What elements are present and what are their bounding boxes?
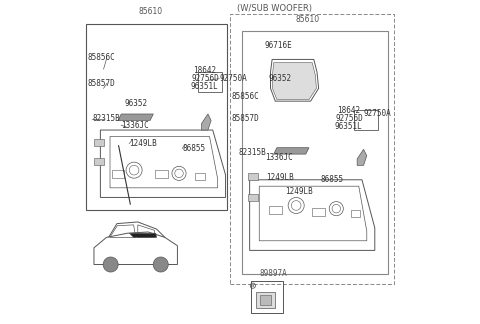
Polygon shape — [130, 233, 156, 237]
Text: 96716E: 96716E — [264, 41, 292, 51]
Text: 85610: 85610 — [295, 15, 320, 24]
Text: 96352: 96352 — [269, 74, 292, 83]
Text: 92756D: 92756D — [192, 74, 220, 83]
Circle shape — [103, 257, 118, 272]
Text: a: a — [251, 283, 254, 288]
Bar — [112, 170, 124, 178]
Bar — [248, 193, 258, 201]
Bar — [94, 158, 104, 165]
Text: 92756D: 92756D — [336, 114, 363, 123]
Bar — [195, 173, 204, 180]
Bar — [269, 206, 282, 214]
Text: 96352: 96352 — [124, 99, 147, 108]
Text: 1249LB: 1249LB — [265, 173, 293, 182]
Text: 85610: 85610 — [138, 7, 162, 16]
Text: 92750A: 92750A — [363, 110, 391, 119]
Text: 96351L: 96351L — [191, 82, 219, 91]
Bar — [94, 139, 104, 146]
Text: 89897A: 89897A — [259, 269, 287, 278]
Bar — [351, 210, 360, 217]
Text: 85857D: 85857D — [88, 79, 116, 88]
Text: 85856C: 85856C — [88, 53, 116, 62]
Text: 1336JC: 1336JC — [121, 121, 149, 130]
Text: (W/SUB WOOFER): (W/SUB WOOFER) — [237, 4, 312, 13]
Polygon shape — [202, 114, 211, 130]
Text: 85856C: 85856C — [232, 92, 260, 101]
Text: 86855: 86855 — [320, 175, 343, 184]
Text: 82315B: 82315B — [239, 148, 266, 157]
Bar — [155, 170, 168, 178]
Text: 85857D: 85857D — [232, 114, 260, 123]
Polygon shape — [274, 148, 309, 154]
Polygon shape — [273, 63, 316, 99]
Text: 86855: 86855 — [182, 144, 205, 153]
Bar — [312, 208, 325, 216]
Text: 92750A: 92750A — [219, 74, 247, 83]
Text: 1336JC: 1336JC — [265, 153, 293, 162]
Text: 96351L: 96351L — [334, 122, 362, 131]
Text: 82315B: 82315B — [92, 114, 120, 123]
Text: 18642: 18642 — [193, 66, 216, 75]
Bar — [260, 295, 272, 305]
Text: 1249LB: 1249LB — [129, 139, 157, 148]
Text: 1249LB: 1249LB — [285, 187, 312, 195]
Bar — [256, 292, 275, 308]
Polygon shape — [118, 114, 153, 121]
Circle shape — [153, 257, 168, 272]
Text: 18642: 18642 — [337, 106, 360, 115]
Bar — [248, 173, 258, 180]
Polygon shape — [357, 149, 367, 165]
